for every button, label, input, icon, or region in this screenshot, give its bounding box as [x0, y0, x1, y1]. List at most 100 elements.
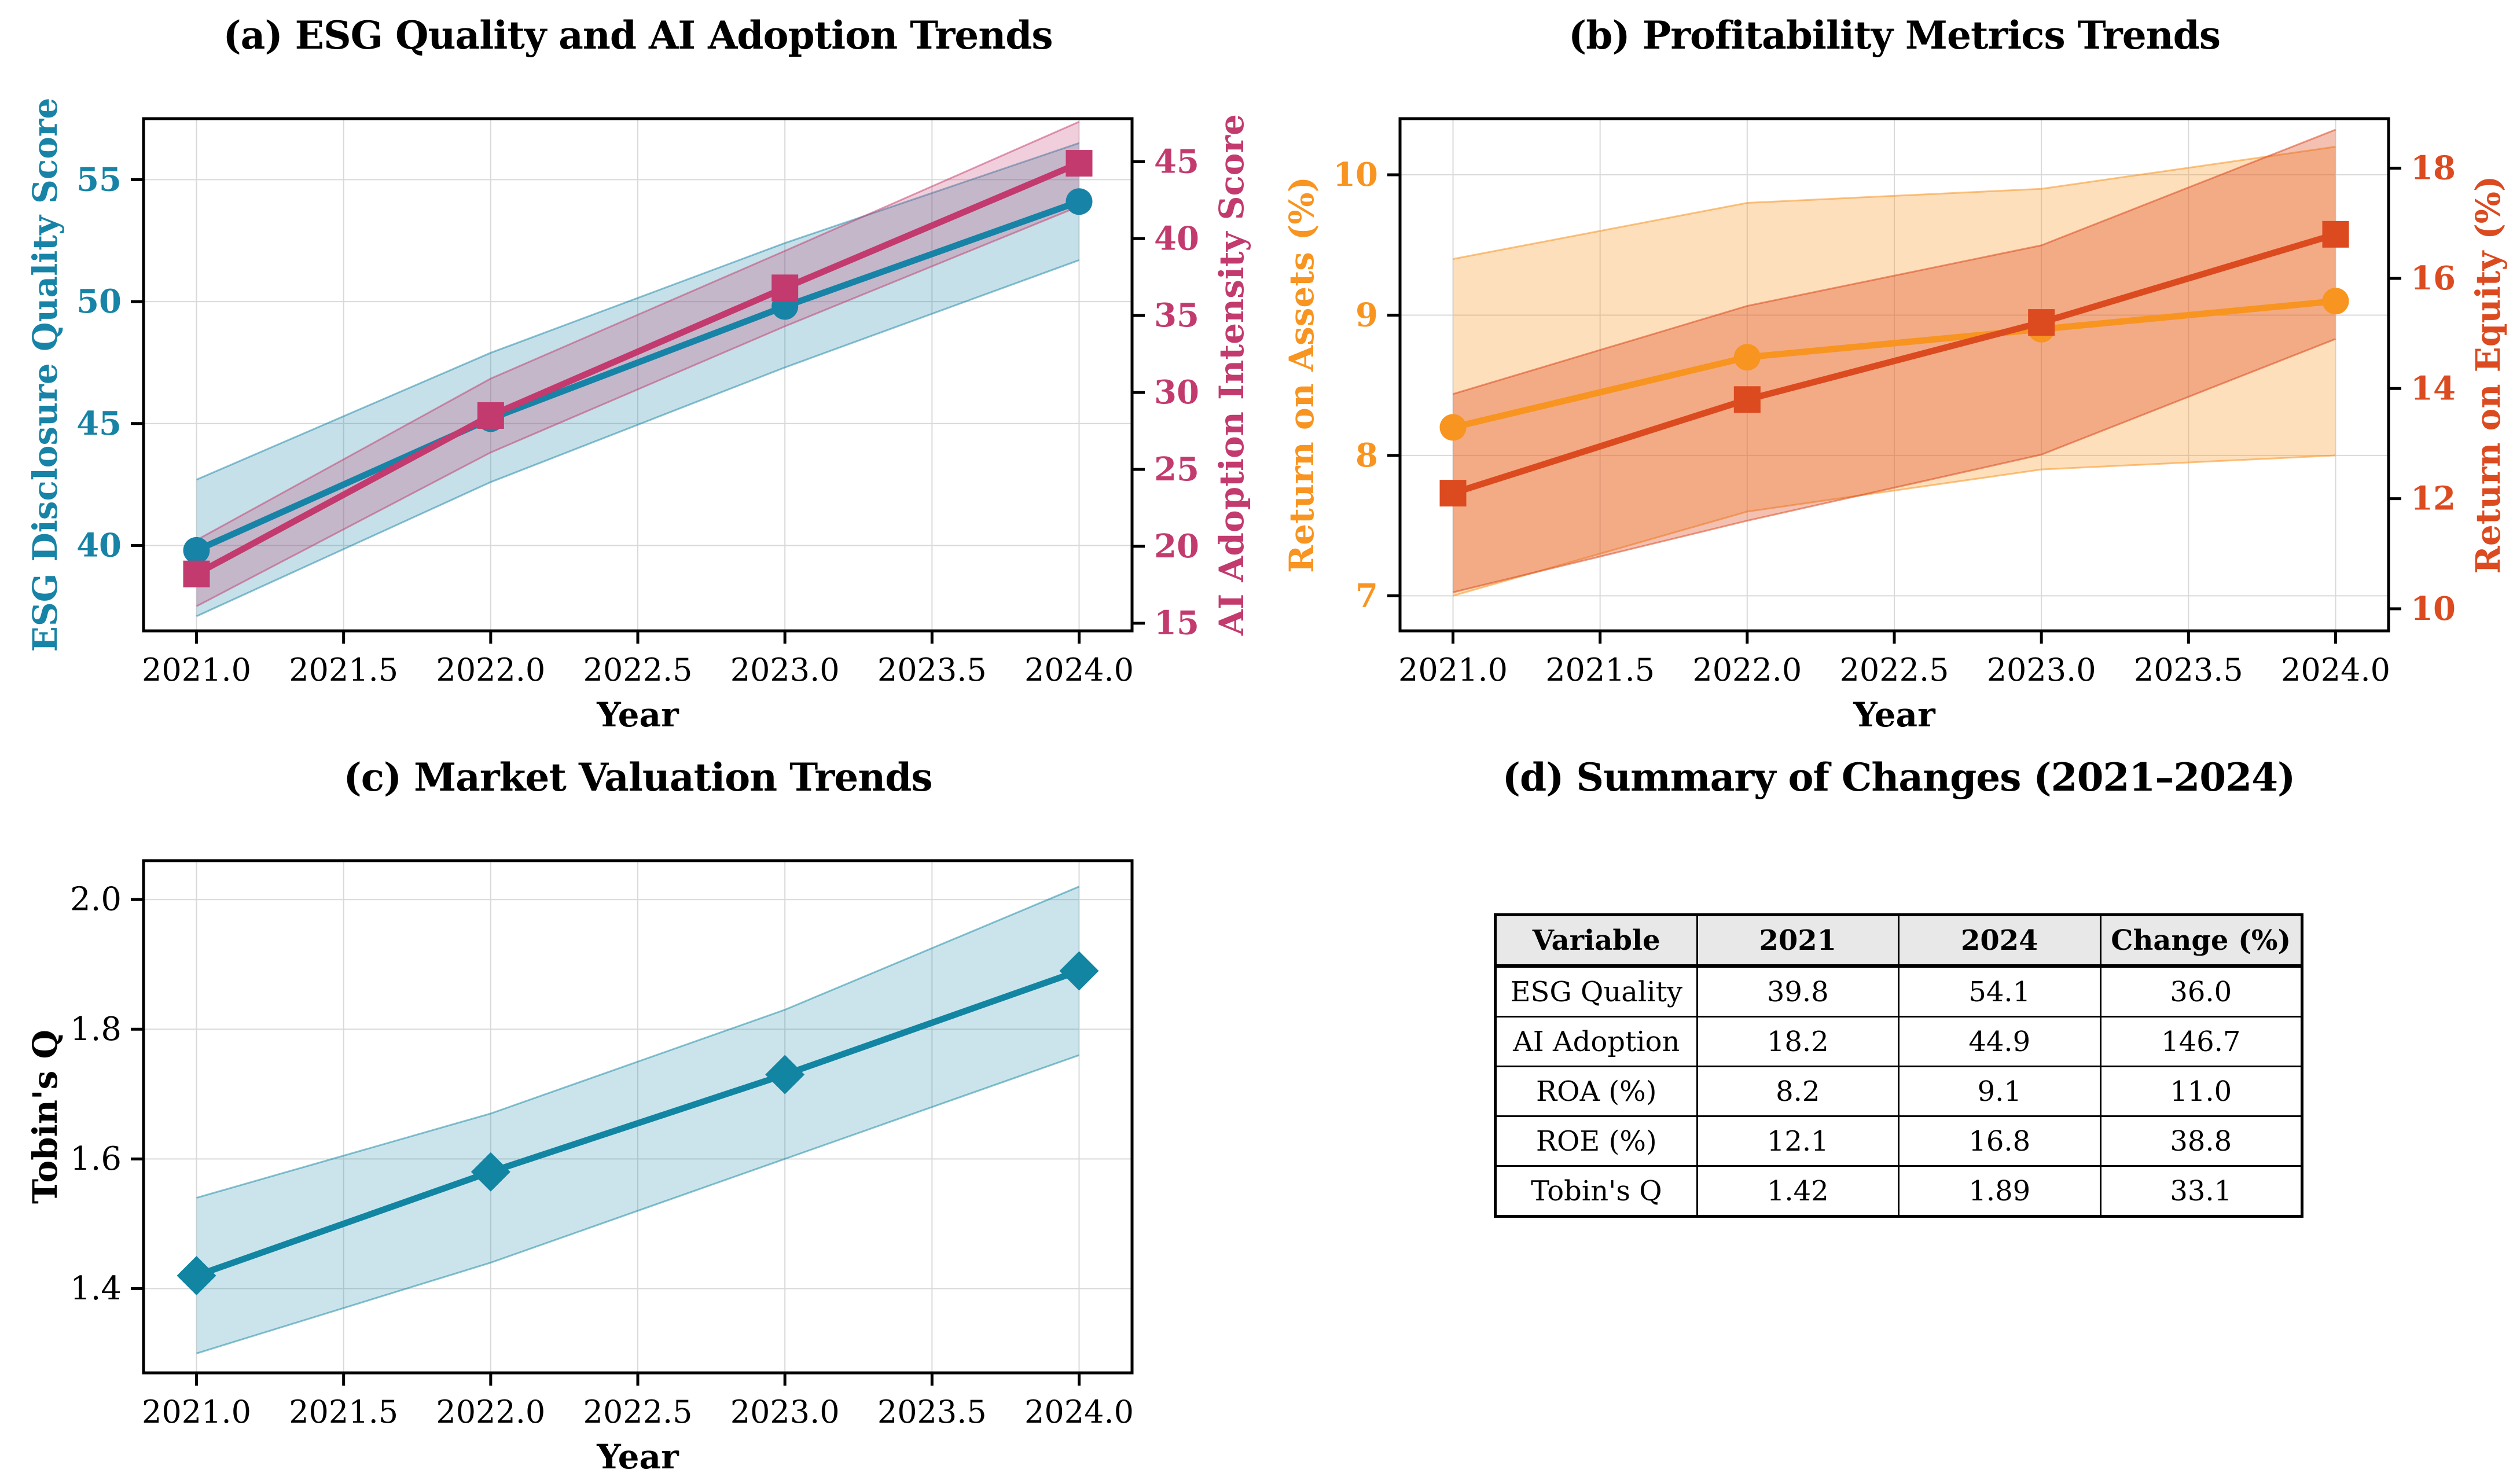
ai-adoption-marker: [477, 402, 504, 429]
summary-table-value: 33.1: [2099, 1165, 2303, 1217]
summary-table-value: 146.7: [2099, 1016, 2303, 1067]
summary-table-row-label: Tobin's Q: [1494, 1165, 1698, 1217]
y-tick-label-left: 1.8: [70, 1011, 122, 1048]
ai-adoption-band-lower-edge: [196, 205, 1080, 607]
summary-table-header-cell: Variable: [1494, 914, 1698, 968]
esg-quality-band-upper-edge: [196, 142, 1079, 481]
x-tick-label: 2023.5: [2134, 652, 2243, 688]
x-tick-label: 2022.0: [1692, 652, 1802, 688]
roa-band-upper-edge: [1453, 146, 2336, 260]
y-tick-label-right: 18: [2411, 149, 2456, 188]
ai-adoption-line: [194, 160, 1081, 577]
summary-table-value: 16.8: [1898, 1115, 2101, 1167]
summary-table-value: 54.1: [1898, 965, 2101, 1018]
panel-b-title: (b) Profitability Metrics Trends: [1568, 13, 2221, 58]
summary-table-value: 1.42: [1696, 1165, 1900, 1217]
y-tick-label-right: 20: [1154, 527, 1199, 565]
tobins-q-marker: [1059, 951, 1099, 991]
roe-band-lower-edge: [1453, 338, 2336, 593]
x-tick-label: 2022.0: [436, 1394, 545, 1430]
panel-a: (a) ESG Quality and AI Adoption Trends 2…: [0, 0, 1256, 742]
ai-adoption-marker: [1066, 150, 1093, 177]
y-tick-label-left: 9: [1355, 296, 1378, 334]
x-tick-label: 2021.0: [1398, 652, 1508, 688]
y-tick-label-left: 1.4: [70, 1270, 122, 1307]
summary-table-row-label: ROE (%): [1494, 1115, 1698, 1167]
y-tick-label-right: 12: [2411, 480, 2456, 518]
y-tick-label-left: 8: [1355, 436, 1378, 475]
y-tick-label-right: 25: [1154, 450, 1199, 488]
x-tick-label: 2023.0: [730, 1394, 840, 1430]
tobins-q-marker: [765, 1055, 805, 1094]
x-tick-label: 2024.0: [2281, 652, 2390, 688]
panel-a-title: (a) ESG Quality and AI Adoption Trends: [223, 13, 1053, 58]
panel-b-chart: 2021.0 2021.5 2022.0 2022.5 2023.0 2023.5 2024…: [1282, 117, 2508, 734]
y-tick-label-right: 10: [2411, 590, 2456, 628]
x-tick-label: 2023.0: [730, 652, 840, 688]
roe-marker: [1439, 480, 1467, 507]
y-tick-label-left: 1.6: [70, 1140, 122, 1178]
tobins-q-marker: [177, 1255, 216, 1295]
summary-table-header-row: Variable 2021 2024 Change (%): [1494, 914, 2303, 968]
y-axis-label-left: Tobin's Q: [25, 1030, 65, 1204]
roe-marker: [2322, 221, 2349, 248]
x-tick-label: 2021.5: [289, 1394, 398, 1430]
x-tick-label: 2024.0: [1024, 652, 1134, 688]
panel-c-chart: 2021.0 2021.5 2022.0 2022.5 2023.0 2023.5 2024…: [25, 859, 1134, 1476]
roe-marker: [2028, 309, 2055, 336]
y-tick-label-right: 35: [1154, 296, 1199, 335]
panel-d-title: (d) Summary of Changes (2021–2024): [1502, 755, 2296, 800]
summary-table-value: 36.0: [2099, 965, 2303, 1018]
y-tick-label-left: 7: [1355, 576, 1378, 615]
x-axis-label: Year: [596, 1437, 679, 1476]
x-tick-label: 2021.5: [289, 652, 398, 688]
summary-table-header-cell: 2024: [1898, 914, 2101, 968]
y-tick-label-right: 15: [1154, 604, 1199, 642]
roe-line: [1452, 231, 2337, 497]
roa-marker: [2322, 288, 2349, 315]
summary-table-body: ESG Quality 39.8 54.1 36.0 AI Adoption 18.2 44…: [1494, 965, 2303, 1217]
y-tick-label-right: 14: [2411, 369, 2456, 407]
y-tick-label-left: 55: [76, 160, 122, 199]
y-tick-label-right: 30: [1154, 373, 1199, 412]
summary-table-value: 38.8: [2099, 1115, 2303, 1167]
summary-table-value: 9.1: [1898, 1066, 2101, 1117]
roa-marker: [1733, 344, 1761, 371]
esg-quality-line: [195, 199, 1081, 553]
y-tick-label-right: 16: [2411, 259, 2456, 297]
summary-table-row: ROA (%) 8.2 9.1 11.0: [1494, 1066, 2303, 1117]
x-tick-label: 2021.0: [142, 652, 251, 688]
roa-marker: [1439, 414, 1467, 441]
summary-table-row-label: AI Adoption: [1494, 1016, 1698, 1067]
summary-table-value: 12.1: [1696, 1115, 1900, 1167]
roa-confidence-band: [1453, 146, 2336, 596]
y-axis-label-left: ESG Disclosure Quality Score: [25, 98, 65, 652]
esg-quality-confidence-band: [196, 143, 1079, 616]
summary-table-row-label: ESG Quality: [1494, 965, 1698, 1018]
x-axis-label: Year: [1853, 695, 1936, 734]
roe-band-upper-edge: [1453, 128, 2336, 395]
y-axis-label-left: Return on Assets (%): [1282, 177, 1321, 573]
x-axis-label: Year: [596, 695, 679, 734]
ai-adoption-band-upper-edge: [196, 120, 1080, 541]
y-axis-label-right: Return on Equity (%): [2468, 176, 2508, 574]
tobins-q-band-lower-edge: [196, 1054, 1079, 1354]
x-tick-label: 2023.5: [877, 1394, 987, 1430]
x-tick-label: 2021.0: [142, 1394, 251, 1430]
x-tick-label: 2023.5: [877, 652, 987, 688]
panel-c-title: (c) Market Valuation Trends: [343, 755, 932, 800]
ai-adoption-marker: [771, 274, 799, 302]
summary-table-row: ESG Quality 39.8 54.1 36.0: [1494, 965, 2303, 1018]
summary-table-header-cell: Change (%): [2099, 914, 2303, 968]
ai-adoption-marker: [183, 560, 210, 587]
esg-quality-marker: [1066, 188, 1093, 215]
summary-table: Variable 2021 2024 Change (%) ESG Quality 39…: [1494, 913, 2303, 1218]
y-axis-label-right: AI Adoption Intensity Score: [1212, 114, 1251, 636]
summary-table-value: 18.2: [1696, 1016, 1900, 1067]
x-tick-label: 2022.5: [583, 1394, 693, 1430]
panel-c: (c) Market Valuation Trends 2021.0 2021.5…: [0, 742, 1256, 1484]
x-tick-label: 2023.0: [1987, 652, 2096, 688]
tobins-q-band-upper-edge: [196, 886, 1080, 1199]
y-tick-label-left: 50: [76, 282, 122, 321]
